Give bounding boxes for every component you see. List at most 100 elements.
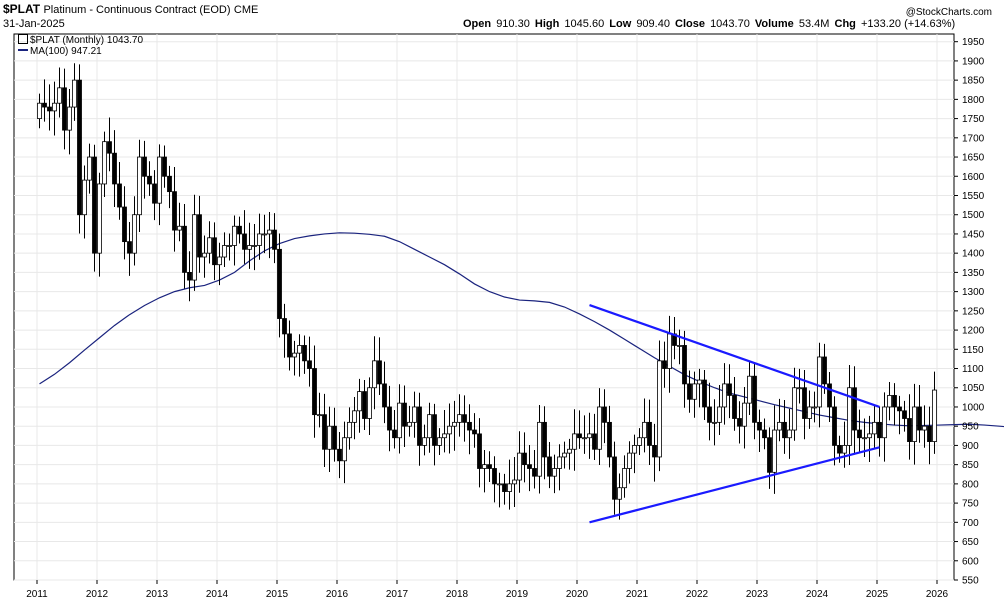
candle-body-down	[837, 445, 842, 454]
candle-body-down	[852, 387, 857, 431]
candle-body-down	[152, 183, 157, 204]
candle-body-up	[482, 464, 487, 469]
candle-body-down	[472, 429, 477, 435]
candle-body-down	[92, 156, 97, 254]
candle	[462, 395, 467, 442]
candle	[562, 441, 567, 469]
candle-body-up	[97, 183, 102, 254]
candle-body-up	[347, 421, 352, 439]
candle	[187, 251, 192, 302]
candle	[262, 214, 267, 254]
symbol-header: $PLAT Platinum - Continuous Contract (EO…	[3, 3, 258, 17]
candle-body-up	[87, 156, 92, 181]
candle	[822, 343, 827, 394]
candle-body-down	[197, 214, 202, 258]
candle	[897, 395, 902, 435]
candle	[512, 456, 517, 507]
candle-body-up	[777, 421, 782, 431]
candle	[272, 213, 277, 264]
candle-body-down	[272, 229, 277, 250]
x-tick-label: 2018	[446, 589, 469, 600]
candle-body-up	[57, 87, 62, 104]
candle-body-up	[747, 375, 752, 404]
candle	[612, 441, 617, 515]
candle	[557, 444, 562, 491]
candle-body-up	[132, 214, 137, 254]
candle	[312, 345, 317, 438]
x-tick-label: 2016	[326, 589, 349, 600]
candle-body-down	[307, 360, 312, 369]
candle	[157, 144, 162, 226]
legend-ma-label: MA(100) 947.21	[30, 46, 102, 57]
candle	[257, 213, 262, 260]
y-tick-label: 1950	[962, 37, 985, 48]
candle-body-up	[222, 245, 227, 258]
candle-body-up	[157, 156, 162, 204]
candle	[382, 361, 387, 424]
candle	[847, 365, 852, 466]
x-tick-label: 2020	[566, 589, 589, 600]
candle	[497, 472, 502, 508]
candle	[277, 233, 282, 338]
candle	[397, 384, 402, 454]
x-tick-label: 2017	[386, 589, 409, 600]
date-label: 31-Jan-2025	[3, 18, 65, 30]
candle-body-up	[587, 433, 592, 439]
candle-body-down	[827, 383, 832, 408]
candle-body-down	[877, 421, 882, 439]
candle-body-down	[737, 418, 742, 427]
y-tick-label: 1150	[962, 345, 984, 356]
candle	[437, 428, 442, 456]
candle-body-down	[467, 421, 472, 431]
candle	[797, 368, 802, 404]
candle-body-up	[297, 345, 302, 354]
candle	[732, 376, 737, 431]
candle	[107, 117, 112, 172]
candle	[572, 409, 577, 471]
candle-body-up	[807, 406, 812, 419]
candle	[702, 370, 707, 421]
candle-body-down	[892, 395, 897, 408]
y-tick-label: 1750	[962, 114, 985, 125]
candle	[142, 140, 147, 199]
open-label: Open	[463, 18, 492, 30]
candle	[482, 450, 487, 493]
candle-body-up	[367, 387, 372, 419]
y-tick-label: 850	[962, 460, 979, 471]
candle	[807, 390, 812, 429]
candle-body-up	[407, 421, 412, 427]
candle	[72, 63, 77, 121]
candle	[327, 406, 332, 472]
candle-body-up	[842, 445, 847, 454]
candle-body-down	[832, 406, 837, 446]
candle	[337, 431, 342, 479]
candle	[712, 399, 717, 446]
candle-body-up	[257, 233, 262, 246]
candle-body-down	[287, 333, 292, 358]
y-tick-label: 700	[962, 518, 979, 529]
candle	[172, 167, 177, 252]
candle-body-down	[652, 445, 657, 458]
candle	[62, 68, 67, 150]
candle-body-up	[317, 414, 322, 417]
candle	[222, 232, 227, 268]
candle-body-down	[477, 433, 482, 469]
candle-body-down	[802, 387, 807, 419]
candle	[447, 403, 452, 454]
candle	[867, 415, 872, 462]
x-tick-label: 2022	[686, 589, 709, 600]
volume-value: 53.4M	[798, 18, 830, 30]
candle-body-down	[62, 87, 67, 131]
candle-body-down	[432, 414, 437, 446]
x-tick-label: 2023	[746, 589, 769, 600]
candle	[127, 222, 132, 276]
candle-body-up	[787, 429, 792, 439]
candle-body-down	[277, 248, 282, 319]
candle-body-down	[492, 468, 497, 485]
candle-body-down	[122, 206, 127, 243]
candle	[602, 389, 607, 444]
candle	[787, 408, 792, 459]
candle	[427, 402, 432, 453]
y-tick-label: 800	[962, 479, 979, 490]
